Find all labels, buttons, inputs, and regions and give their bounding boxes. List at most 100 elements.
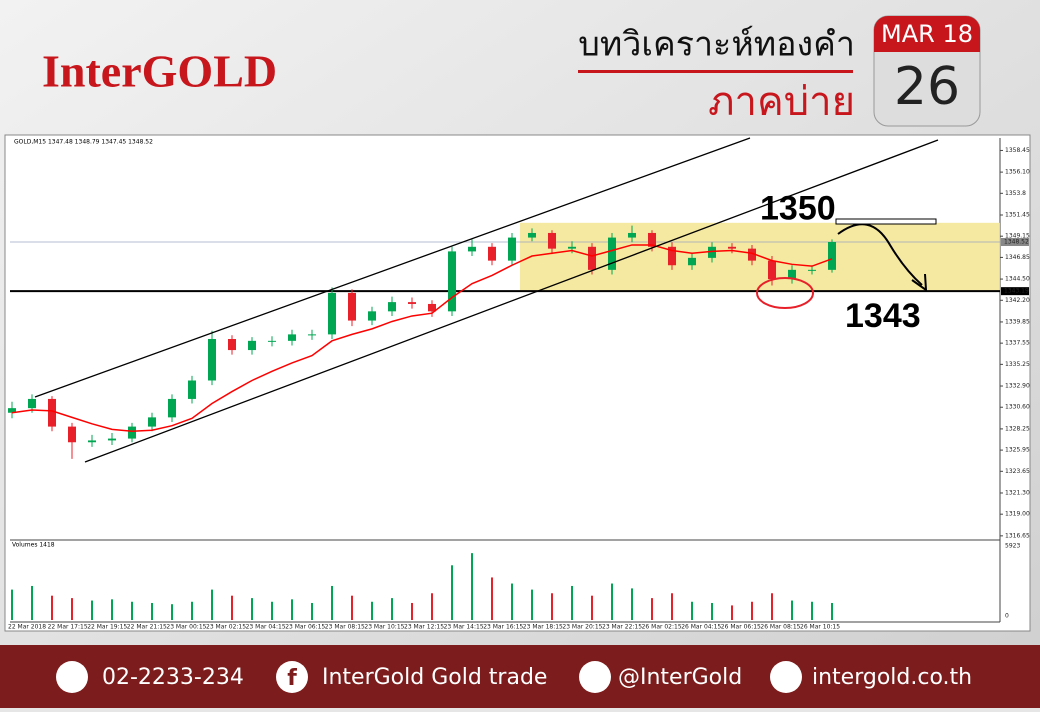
x-tick-label: 23 Mar 00:15 bbox=[166, 624, 206, 631]
candle-body bbox=[348, 292, 356, 321]
footer-website: intergold.co.th bbox=[812, 665, 972, 690]
volume-bar bbox=[11, 589, 13, 620]
y-tick-label: 1319.00 bbox=[1005, 511, 1030, 518]
candle-body bbox=[128, 426, 136, 439]
y-tick-label: 1335.25 bbox=[1005, 361, 1030, 368]
volume-bar bbox=[771, 593, 773, 620]
volume-bar bbox=[431, 593, 433, 620]
candle-body bbox=[8, 408, 16, 413]
volume-bar bbox=[331, 585, 333, 620]
candle-body bbox=[108, 438, 116, 441]
y-tick-label: 1323.65 bbox=[1005, 468, 1030, 475]
candle-body bbox=[88, 440, 96, 443]
volume-bar bbox=[231, 595, 233, 620]
level-marker bbox=[835, 218, 937, 225]
y-tick-label: 1321.30 bbox=[1005, 489, 1030, 496]
volume-bar bbox=[391, 598, 393, 620]
volume-bar bbox=[131, 601, 133, 620]
candle-body bbox=[808, 269, 816, 271]
x-tick-label: 22 Mar 17:15 bbox=[48, 624, 88, 631]
candle-body bbox=[668, 246, 676, 266]
volume-bar bbox=[611, 583, 613, 620]
x-tick-label: 23 Mar 02:15 bbox=[206, 624, 246, 631]
x-tick-label: 23 Mar 04:15 bbox=[246, 624, 286, 631]
candle-body bbox=[388, 302, 396, 312]
volume-bar bbox=[211, 589, 213, 620]
x-tick-label: 22 Mar 21:15 bbox=[127, 624, 167, 631]
x-tick-label: 26 Mar 10:15 bbox=[800, 624, 840, 631]
y-tick-label: 1358.45 bbox=[1005, 147, 1030, 154]
volume-bar bbox=[71, 598, 73, 620]
y-tick-label: 1316.65 bbox=[1005, 532, 1030, 539]
volume-bar bbox=[111, 599, 113, 620]
volume-bar bbox=[91, 600, 93, 620]
calendar-day: 26 bbox=[894, 57, 960, 117]
volume-bar bbox=[171, 604, 173, 620]
y-tick-label: 1337.55 bbox=[1005, 340, 1030, 347]
volume-tick-label: 0 bbox=[1005, 613, 1009, 620]
candle-body bbox=[448, 251, 456, 312]
candle-body bbox=[208, 339, 216, 381]
title-rule bbox=[578, 70, 853, 73]
x-tick-label: 26 Mar 04:15 bbox=[681, 624, 721, 631]
volume-bar bbox=[411, 602, 413, 620]
calendar-month: MAR 18 bbox=[881, 20, 973, 48]
volume-bar bbox=[571, 585, 573, 620]
volume-bar bbox=[671, 593, 673, 620]
volume-bar bbox=[531, 589, 533, 620]
channel-lower bbox=[84, 139, 939, 463]
volume-bar bbox=[491, 577, 493, 620]
candle-body bbox=[788, 269, 796, 280]
x-tick-label: 23 Mar 18:15 bbox=[523, 624, 563, 631]
arrow-head bbox=[911, 273, 928, 293]
volume-bar bbox=[631, 588, 633, 620]
x-tick-label: 23 Mar 14:15 bbox=[444, 624, 484, 631]
chart-frame bbox=[4, 134, 1031, 632]
y-tick-label: 1356.10 bbox=[1005, 169, 1030, 176]
y-tick-label: 1325.95 bbox=[1005, 447, 1030, 454]
candle-body bbox=[168, 398, 176, 418]
candle-body bbox=[28, 398, 36, 409]
logo: InterGOLD bbox=[42, 46, 277, 97]
y-tick-label: 1353.8 bbox=[1005, 190, 1026, 197]
candle-body bbox=[68, 426, 76, 443]
footer-phone: 02-2233-234 bbox=[102, 665, 244, 690]
volume-bar bbox=[711, 602, 713, 620]
volume-bar bbox=[191, 601, 193, 620]
chart-title: GOLD,M15 1347.48 1348.79 1347.45 1348.52 bbox=[14, 139, 153, 146]
x-tick-label: 23 Mar 06:15 bbox=[285, 624, 325, 631]
volume-bar bbox=[651, 598, 653, 620]
volume-bar bbox=[51, 595, 53, 620]
candle-body bbox=[748, 248, 756, 261]
candle-body bbox=[148, 417, 156, 427]
candle-body bbox=[248, 340, 256, 351]
candle-body bbox=[608, 237, 616, 270]
candle-body bbox=[568, 246, 576, 249]
highlight-circle bbox=[756, 277, 814, 309]
title: บทวิเคราะห์ทองคำ bbox=[578, 25, 855, 65]
volume-bar bbox=[591, 595, 593, 620]
price-tag-label: 1348.52 bbox=[1004, 239, 1029, 246]
x-tick-label: 26 Mar 06:15 bbox=[721, 624, 761, 631]
candle-body bbox=[508, 237, 516, 261]
volume-tick-label: 5923 bbox=[1005, 543, 1020, 550]
volume-bar bbox=[311, 602, 313, 620]
candle-body bbox=[308, 334, 316, 336]
y-tick-label: 1328.25 bbox=[1005, 425, 1030, 432]
price-tag bbox=[1001, 238, 1029, 247]
candle-body bbox=[268, 340, 276, 342]
footer-line: @InterGold bbox=[618, 665, 742, 690]
x-tick-label: 23 Mar 16:15 bbox=[483, 624, 523, 631]
volume-bar bbox=[351, 595, 353, 620]
candle-body bbox=[288, 334, 296, 341]
volume-bar bbox=[691, 601, 693, 620]
candle-body bbox=[228, 339, 236, 351]
candle-body bbox=[828, 242, 836, 270]
candle-body bbox=[408, 302, 416, 304]
svg-text:f: f bbox=[287, 666, 297, 691]
y-tick-label: 1346.85 bbox=[1005, 254, 1030, 261]
x-tick-label: 23 Mar 22:15 bbox=[602, 624, 642, 631]
volume-bar bbox=[371, 601, 373, 620]
x-tick-label: 23 Mar 12:15 bbox=[404, 624, 444, 631]
